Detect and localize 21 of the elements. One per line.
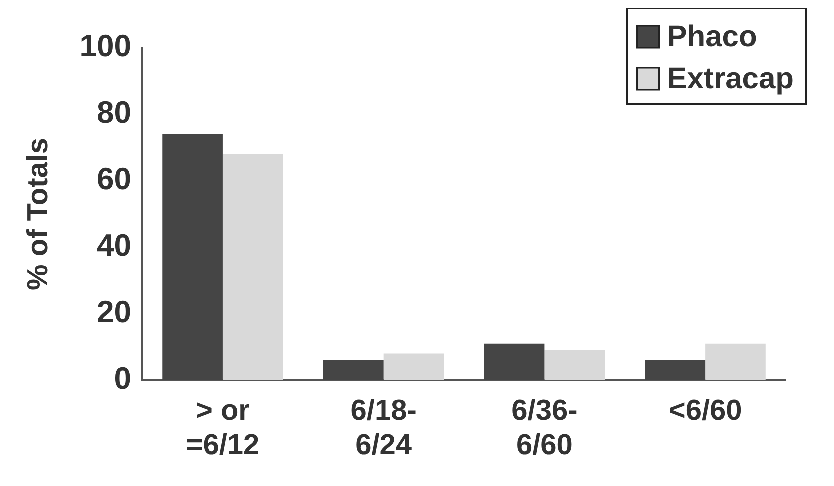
- y-tick-label: 40: [97, 228, 132, 263]
- bar: [544, 350, 606, 380]
- y-tick-label: 100: [80, 28, 132, 64]
- x-tick-label: <6/60: [668, 394, 742, 427]
- y-tick-label: 80: [97, 95, 132, 130]
- bar: [222, 154, 284, 380]
- x-tick-label: 6/18- 6/24: [350, 394, 417, 462]
- y-tick-label: 60: [97, 162, 132, 197]
- y-tick-label: 0: [114, 360, 132, 396]
- y-axis-title: % of Totals: [22, 138, 54, 290]
- y-tick-label: 20: [97, 294, 132, 330]
- bar: [706, 344, 766, 380]
- x-tick-label: 6/36- 6/60: [512, 394, 578, 462]
- bar: [484, 344, 545, 380]
- legend-label: Phaco: [667, 20, 758, 54]
- bar: [324, 360, 384, 380]
- bar: [162, 134, 223, 380]
- bar: [645, 360, 706, 380]
- legend-label: Extracap: [667, 62, 794, 96]
- bar: [384, 354, 444, 380]
- x-tick-label: > or =6/12: [186, 394, 260, 462]
